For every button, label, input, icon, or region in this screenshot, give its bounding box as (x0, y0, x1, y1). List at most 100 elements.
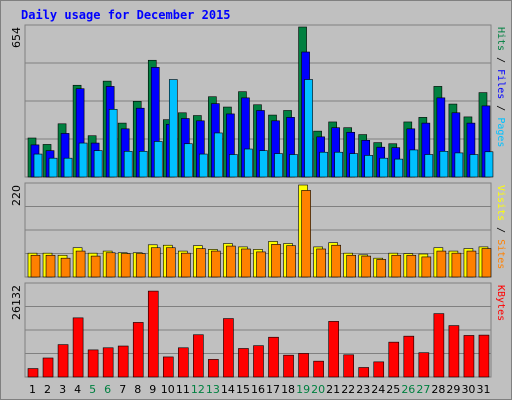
bar-kbytes-day-5 (87, 349, 99, 378)
side-legend-visits-sites: Visits / Sites (495, 185, 506, 269)
legend-part: KBytes (495, 285, 506, 321)
legend-part: Files (495, 69, 506, 99)
bar-pages-day-22 (349, 153, 358, 178)
chart-title: Daily usage for December 2015 (21, 8, 231, 22)
bar-kbytes-day-16 (253, 345, 264, 378)
bar-sites-day-9 (150, 247, 161, 278)
bar-sites-day-16 (256, 251, 266, 278)
bar-sites-day-31 (481, 248, 492, 278)
bar-kbytes-day-6 (102, 347, 114, 378)
y-max-label: 220 (10, 185, 23, 206)
bar-sites-day-8 (135, 253, 146, 278)
x-tick-label: 2 (44, 383, 51, 396)
bar-kbytes-day-3 (57, 344, 69, 378)
x-tick-label: 19 (296, 383, 310, 396)
x-tick-label: 12 (191, 383, 205, 396)
bar-kbytes-day-24 (373, 361, 385, 378)
x-tick-label: 4 (74, 383, 81, 396)
bar-sites-day-21 (331, 244, 341, 278)
bar-sites-day-15 (241, 248, 251, 278)
bar-sites-day-3 (60, 257, 71, 278)
bar-sites-day-24 (376, 259, 387, 278)
bar-sites-day-14 (226, 245, 236, 278)
x-tick-label: 30 (461, 383, 475, 396)
bar-pages-day-21 (334, 151, 343, 178)
x-tick-label: 20 (311, 383, 325, 396)
bar-pages-day-8 (138, 151, 148, 178)
bar-pages-day-11 (184, 143, 193, 178)
x-tick-label: 23 (356, 383, 370, 396)
bar-kbytes-day-7 (117, 345, 129, 378)
x-tick-label: 13 (206, 383, 220, 396)
x-tick-label: 3 (59, 383, 66, 396)
x-tick-label: 18 (281, 383, 295, 396)
x-tick-label: 6 (104, 383, 111, 396)
bar-sites-day-5 (90, 255, 101, 278)
legend-part: / (495, 221, 506, 239)
bar-pages-day-25 (394, 158, 404, 178)
bar-kbytes-day-22 (343, 354, 354, 378)
bar-kbytes-day-20 (313, 360, 324, 378)
bar-kbytes-day-2 (42, 357, 54, 378)
bar-pages-day-31 (484, 151, 494, 178)
bar-sites-day-20 (316, 248, 326, 278)
bar-pages-day-13 (214, 132, 223, 178)
bar-kbytes-day-10 (162, 356, 174, 378)
bar-sites-day-6 (105, 252, 116, 278)
bar-sites-day-13 (211, 250, 221, 278)
side-legend-kbytes: KBytes (495, 285, 506, 321)
x-tick-label: 28 (431, 383, 445, 396)
bar-sites-day-18 (286, 245, 296, 278)
bar-pages-day-7 (123, 151, 133, 178)
x-tick-label: 17 (266, 383, 280, 396)
bar-kbytes-day-4 (72, 317, 84, 378)
x-tick-label: 10 (161, 383, 175, 396)
bar-kbytes-day-12 (193, 334, 204, 378)
bar-pages-day-18 (289, 154, 298, 178)
bar-pages-day-6 (108, 109, 118, 178)
x-tick-label: 5 (89, 383, 96, 396)
bar-kbytes-day-19 (298, 353, 309, 378)
bar-sites-day-10 (165, 247, 176, 278)
bar-kbytes-day-11 (178, 347, 189, 378)
x-tick-label: 22 (341, 383, 355, 396)
bar-kbytes-day-1 (27, 368, 39, 378)
x-tick-label: 27 (416, 383, 430, 396)
bar-kbytes-day-18 (283, 354, 294, 378)
x-tick-label: 29 (446, 383, 460, 396)
bar-pages-day-17 (274, 153, 283, 178)
bar-pages-day-23 (364, 155, 374, 178)
bar-sites-day-26 (406, 254, 417, 278)
bar-kbytes-day-26 (403, 335, 415, 378)
x-tick-label: 11 (176, 383, 190, 396)
bar-sites-day-22 (346, 254, 356, 278)
bar-pages-day-26 (409, 149, 419, 178)
side-legend-hits-files-pages: Hits / Files / Pages (495, 27, 506, 147)
bar-kbytes-day-13 (208, 359, 219, 378)
legend-part: / (495, 51, 506, 69)
x-tick-label: 21 (326, 383, 340, 396)
bar-kbytes-day-21 (328, 321, 339, 378)
x-tick-label: 9 (149, 383, 156, 396)
bar-kbytes-day-28 (433, 313, 445, 378)
y-max-label: 26132 (10, 285, 23, 320)
bar-pages-day-30 (469, 154, 479, 178)
bar-pages-day-24 (379, 157, 389, 178)
x-tick-label: 14 (221, 383, 235, 396)
bar-pages-day-2 (48, 157, 58, 178)
bar-pages-day-20 (319, 151, 328, 178)
x-tick-label: 8 (134, 383, 141, 396)
bar-kbytes-day-14 (223, 318, 234, 378)
bar-pages-day-15 (244, 148, 253, 178)
bar-pages-day-5 (93, 150, 103, 178)
bar-sites-day-4 (75, 250, 86, 278)
x-tick-label: 31 (476, 383, 490, 396)
legend-part: Hits (495, 27, 506, 51)
legend-part: / (495, 99, 506, 117)
bar-pages-day-29 (454, 152, 464, 178)
bar-sites-day-19 (301, 190, 311, 278)
bar-sites-day-2 (45, 254, 56, 278)
bar-kbytes-day-31 (478, 334, 490, 378)
x-tick-label: 1 (29, 383, 36, 396)
